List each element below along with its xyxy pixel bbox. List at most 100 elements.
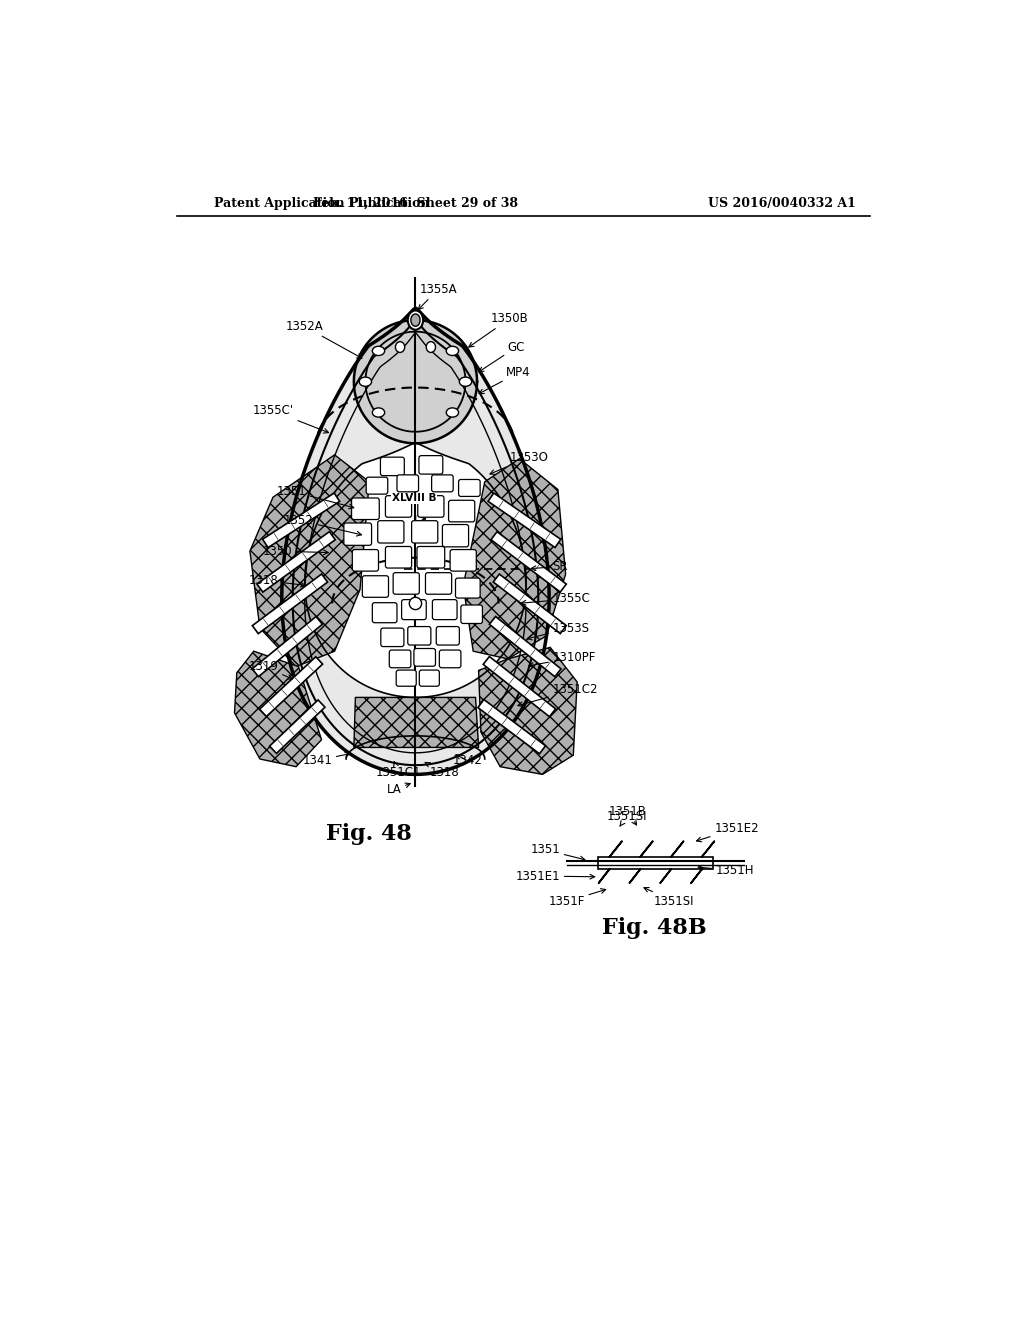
Text: 1319: 1319 [249,660,293,680]
FancyBboxPatch shape [373,603,397,623]
Text: SR: SR [531,560,568,573]
FancyBboxPatch shape [414,648,435,667]
Polygon shape [282,309,549,775]
FancyBboxPatch shape [461,605,482,623]
Ellipse shape [426,342,435,352]
Text: 1350B: 1350B [469,312,528,347]
Text: 1351SI: 1351SI [644,887,694,908]
Polygon shape [489,616,561,677]
Ellipse shape [373,346,385,355]
Polygon shape [488,494,561,548]
FancyBboxPatch shape [393,573,419,594]
Polygon shape [250,455,370,667]
Ellipse shape [446,346,459,355]
Polygon shape [252,616,323,677]
FancyBboxPatch shape [456,578,480,598]
Text: 1318: 1318 [249,574,305,587]
FancyBboxPatch shape [451,549,476,572]
Text: 1351E2: 1351E2 [696,822,759,842]
FancyBboxPatch shape [412,520,438,543]
Text: 1342: 1342 [453,754,482,767]
Text: 1351F: 1351F [549,888,605,908]
Text: 1318: 1318 [425,763,459,779]
Polygon shape [305,444,526,697]
Ellipse shape [395,342,404,352]
FancyBboxPatch shape [419,455,442,474]
Text: 1355C: 1355C [521,593,591,606]
Text: 1355A: 1355A [418,282,457,309]
FancyBboxPatch shape [449,500,475,521]
Text: XLVIII B: XLVIII B [391,494,436,503]
Ellipse shape [359,378,372,387]
Text: 1351B: 1351B [608,805,646,825]
FancyBboxPatch shape [352,549,379,572]
Polygon shape [269,700,325,754]
Text: Fig. 48: Fig. 48 [327,824,413,846]
Text: 1352A: 1352A [286,319,361,358]
FancyBboxPatch shape [419,671,439,686]
Ellipse shape [446,408,459,417]
Text: Feb. 11, 2016  Sheet 29 of 38: Feb. 11, 2016 Sheet 29 of 38 [313,197,518,210]
Text: 1350: 1350 [262,545,329,557]
Polygon shape [262,492,340,548]
FancyBboxPatch shape [432,475,454,492]
Text: 1352: 1352 [284,513,361,536]
Polygon shape [483,656,556,717]
FancyBboxPatch shape [401,599,426,619]
FancyBboxPatch shape [367,478,388,494]
Text: 1341: 1341 [302,752,350,767]
Text: US 2016/0040332 A1: US 2016/0040332 A1 [708,197,856,210]
Polygon shape [478,647,578,775]
Polygon shape [260,657,323,717]
Text: Patent Application Publication: Patent Application Publication [214,197,429,210]
Text: 1351E1: 1351E1 [516,870,595,883]
Polygon shape [478,700,546,754]
Text: 1351: 1351 [530,843,585,861]
FancyBboxPatch shape [378,520,403,543]
Text: Fig. 48B: Fig. 48B [602,917,707,940]
Text: 1351C1: 1351C1 [376,762,421,779]
FancyBboxPatch shape [459,479,480,496]
FancyBboxPatch shape [439,649,461,668]
FancyBboxPatch shape [362,576,388,598]
FancyBboxPatch shape [385,546,412,568]
Polygon shape [354,697,478,747]
Polygon shape [234,651,322,767]
Text: 1351: 1351 [276,484,354,508]
FancyBboxPatch shape [436,627,460,645]
FancyBboxPatch shape [408,627,431,645]
Text: 1355C': 1355C' [253,404,329,433]
FancyBboxPatch shape [442,524,469,546]
Polygon shape [354,321,477,444]
Text: MP4: MP4 [479,366,531,393]
Ellipse shape [410,597,422,610]
Polygon shape [494,574,566,634]
Ellipse shape [408,310,423,330]
FancyBboxPatch shape [381,457,404,475]
Ellipse shape [411,314,420,326]
Text: GC: GC [479,341,525,372]
Polygon shape [490,532,566,593]
Ellipse shape [460,378,472,387]
FancyBboxPatch shape [418,496,444,517]
FancyBboxPatch shape [417,546,444,568]
Polygon shape [257,532,335,593]
Text: 1310PF: 1310PF [528,651,596,668]
FancyBboxPatch shape [351,498,379,520]
Text: 1351H: 1351H [698,865,755,878]
Ellipse shape [373,408,385,417]
FancyBboxPatch shape [381,628,403,647]
Polygon shape [252,574,328,634]
FancyBboxPatch shape [344,523,372,545]
Polygon shape [463,459,565,659]
FancyBboxPatch shape [385,496,412,517]
Text: 1351C2: 1351C2 [518,684,598,706]
FancyBboxPatch shape [432,599,457,619]
Text: LA: LA [387,783,411,796]
FancyBboxPatch shape [598,857,714,869]
Text: 1351SI: 1351SI [606,810,647,826]
FancyBboxPatch shape [396,671,416,686]
FancyBboxPatch shape [389,649,411,668]
Text: 1353O: 1353O [490,450,548,474]
FancyBboxPatch shape [425,573,452,594]
